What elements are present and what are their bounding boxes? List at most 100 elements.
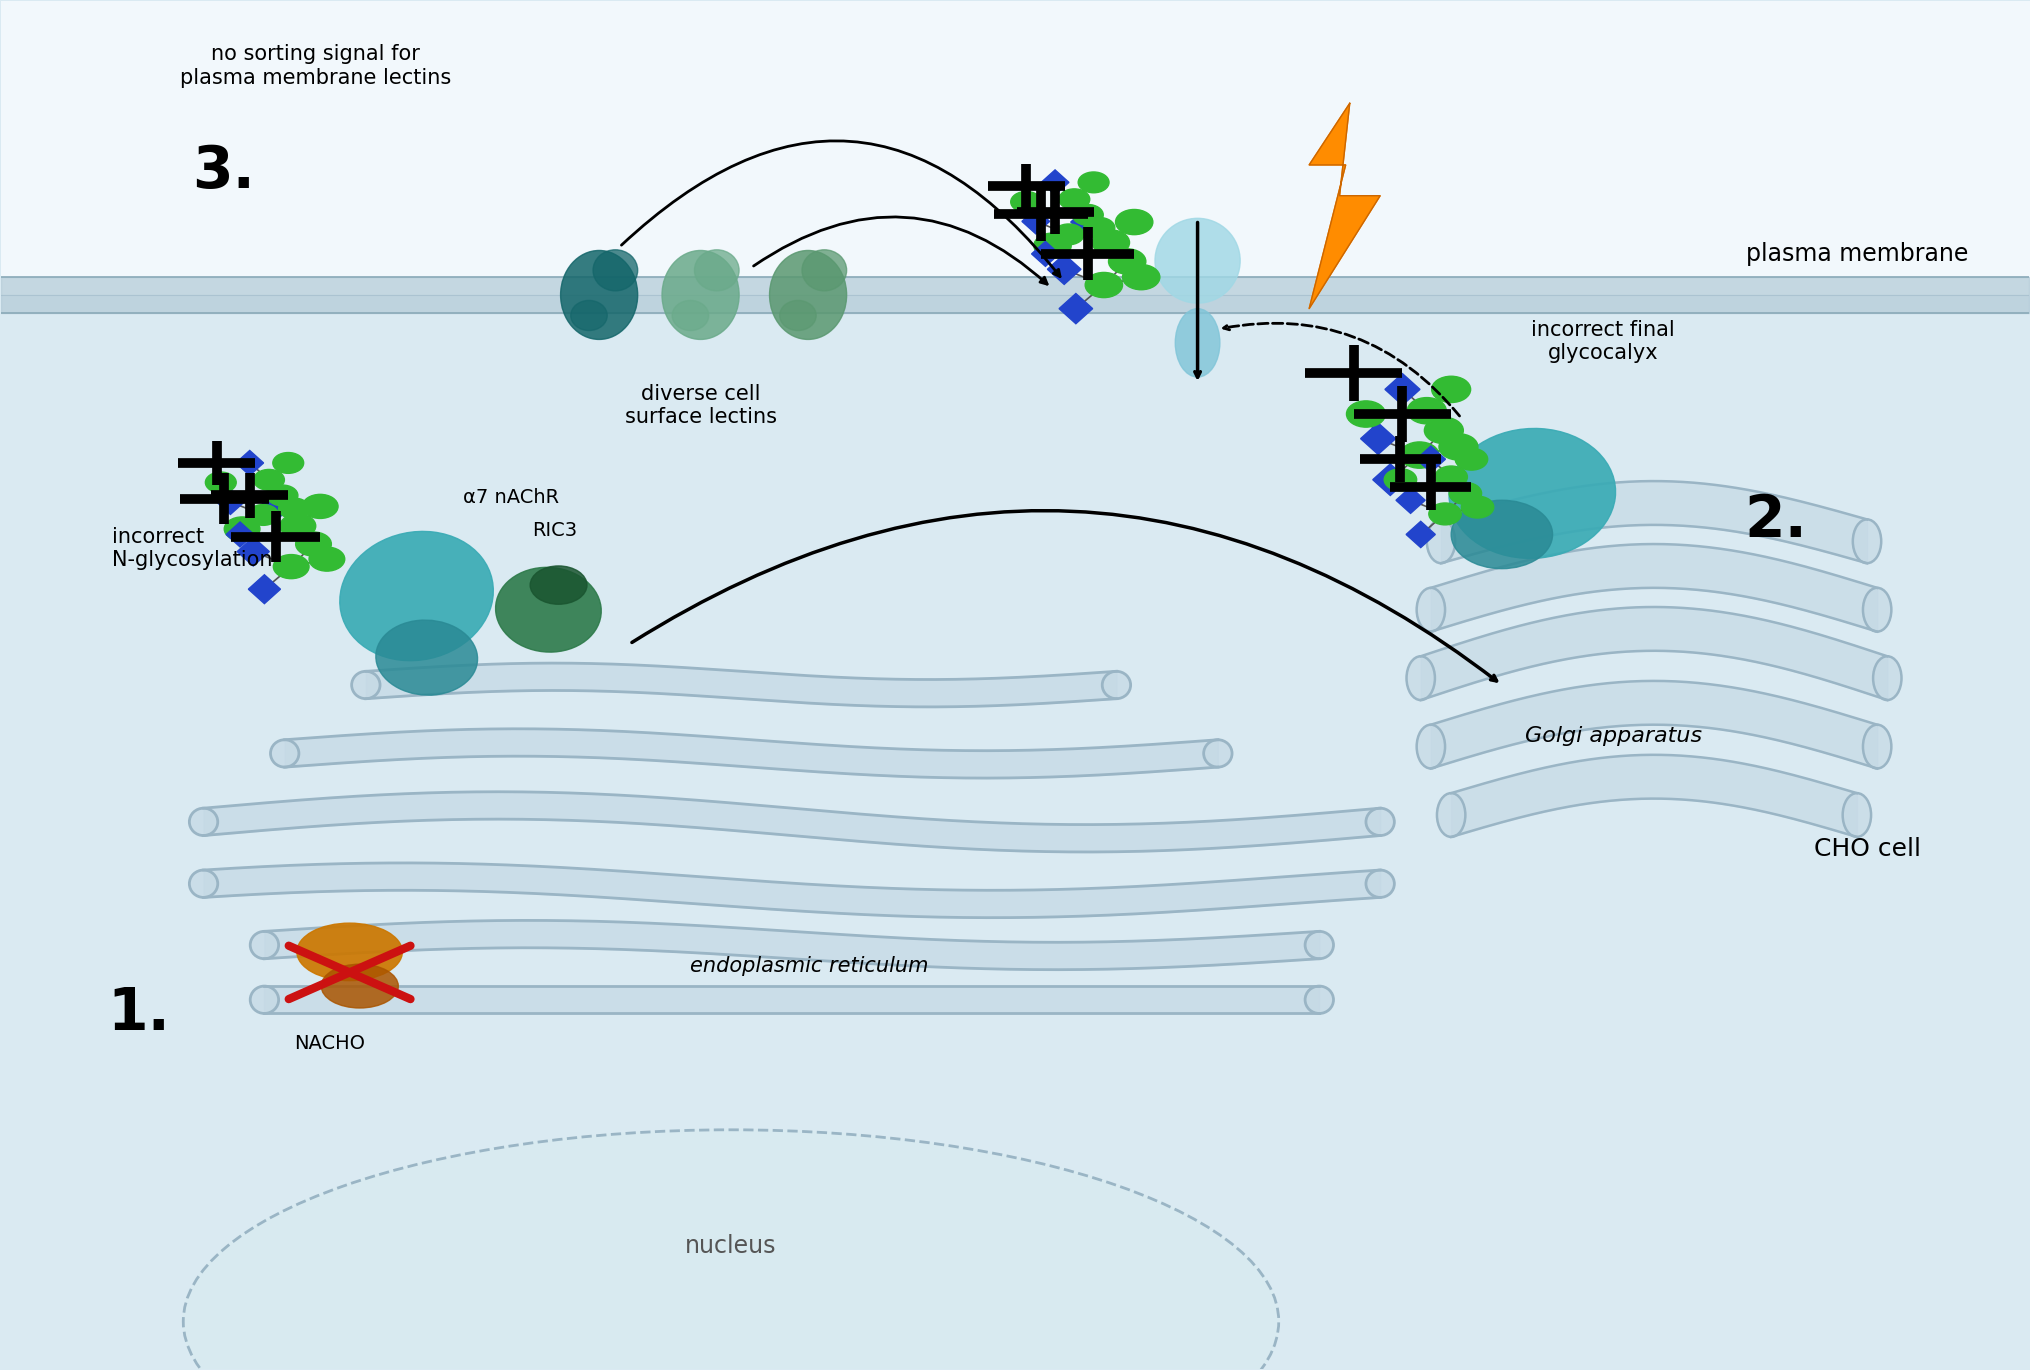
Polygon shape bbox=[1060, 293, 1092, 323]
Ellipse shape bbox=[672, 300, 708, 330]
Circle shape bbox=[1429, 503, 1462, 525]
Circle shape bbox=[268, 485, 298, 506]
Text: diverse cell
surface lectins: diverse cell surface lectins bbox=[625, 384, 777, 427]
Text: NACHO: NACHO bbox=[294, 1034, 365, 1054]
Ellipse shape bbox=[270, 740, 298, 767]
Circle shape bbox=[1092, 230, 1129, 255]
Polygon shape bbox=[1021, 208, 1050, 234]
Ellipse shape bbox=[296, 923, 402, 981]
Ellipse shape bbox=[560, 251, 637, 340]
Circle shape bbox=[1456, 448, 1488, 470]
Ellipse shape bbox=[1305, 932, 1334, 959]
Ellipse shape bbox=[189, 808, 217, 836]
Polygon shape bbox=[1070, 207, 1104, 237]
Circle shape bbox=[254, 470, 284, 490]
Ellipse shape bbox=[1853, 519, 1882, 563]
Circle shape bbox=[1054, 223, 1084, 245]
Circle shape bbox=[1401, 443, 1439, 469]
Ellipse shape bbox=[1864, 725, 1892, 769]
Circle shape bbox=[274, 555, 309, 578]
Text: RIC3: RIC3 bbox=[532, 521, 577, 540]
Circle shape bbox=[1346, 401, 1384, 427]
Polygon shape bbox=[1407, 522, 1435, 548]
Ellipse shape bbox=[250, 986, 278, 1014]
Circle shape bbox=[1407, 397, 1445, 423]
Text: 2.: 2. bbox=[1744, 492, 1807, 549]
Polygon shape bbox=[1384, 374, 1421, 406]
Text: Golgi apparatus: Golgi apparatus bbox=[1525, 726, 1701, 747]
Circle shape bbox=[1449, 482, 1482, 504]
Circle shape bbox=[1060, 189, 1090, 210]
Circle shape bbox=[223, 516, 260, 541]
Ellipse shape bbox=[1451, 500, 1553, 569]
Polygon shape bbox=[1417, 447, 1445, 473]
Ellipse shape bbox=[321, 964, 398, 1008]
Circle shape bbox=[1072, 204, 1102, 225]
Ellipse shape bbox=[694, 249, 739, 290]
Circle shape bbox=[1123, 264, 1159, 289]
Text: plasma membrane: plasma membrane bbox=[1746, 242, 1969, 266]
Polygon shape bbox=[1360, 423, 1397, 455]
Circle shape bbox=[278, 499, 309, 519]
Ellipse shape bbox=[1366, 870, 1395, 897]
Ellipse shape bbox=[769, 251, 847, 340]
Ellipse shape bbox=[1437, 793, 1466, 837]
Polygon shape bbox=[248, 575, 280, 604]
Ellipse shape bbox=[189, 870, 217, 897]
Ellipse shape bbox=[1449, 429, 1616, 559]
Circle shape bbox=[205, 473, 235, 493]
Ellipse shape bbox=[1366, 808, 1395, 836]
Text: no sorting signal for
plasma membrane lectins: no sorting signal for plasma membrane le… bbox=[179, 44, 451, 88]
Circle shape bbox=[272, 452, 304, 474]
Ellipse shape bbox=[339, 532, 493, 660]
Circle shape bbox=[1108, 249, 1145, 274]
Ellipse shape bbox=[1417, 588, 1445, 632]
Circle shape bbox=[296, 532, 331, 556]
Ellipse shape bbox=[1204, 740, 1232, 767]
Ellipse shape bbox=[1874, 656, 1902, 700]
Ellipse shape bbox=[1843, 793, 1872, 837]
Circle shape bbox=[1439, 434, 1478, 460]
Text: incorrect
N-glycosylation: incorrect N-glycosylation bbox=[112, 526, 272, 570]
Polygon shape bbox=[235, 451, 264, 475]
Ellipse shape bbox=[1305, 986, 1334, 1014]
Circle shape bbox=[1084, 218, 1114, 238]
Circle shape bbox=[1033, 233, 1072, 259]
Ellipse shape bbox=[1417, 725, 1445, 769]
Ellipse shape bbox=[376, 621, 477, 695]
Ellipse shape bbox=[1864, 588, 1892, 632]
Polygon shape bbox=[238, 537, 270, 566]
Circle shape bbox=[280, 514, 317, 538]
Ellipse shape bbox=[183, 1130, 1279, 1370]
Circle shape bbox=[302, 495, 339, 518]
Polygon shape bbox=[1041, 170, 1070, 195]
Ellipse shape bbox=[570, 300, 607, 330]
Ellipse shape bbox=[1102, 671, 1131, 699]
Circle shape bbox=[1435, 466, 1468, 488]
Circle shape bbox=[1384, 469, 1417, 490]
Ellipse shape bbox=[1175, 308, 1220, 377]
Ellipse shape bbox=[802, 249, 847, 290]
Circle shape bbox=[309, 547, 345, 571]
Text: 3.: 3. bbox=[193, 144, 256, 200]
Text: endoplasmic reticulum: endoplasmic reticulum bbox=[690, 955, 930, 975]
Polygon shape bbox=[1309, 103, 1380, 308]
Circle shape bbox=[1425, 418, 1464, 444]
Ellipse shape bbox=[1407, 656, 1435, 700]
Ellipse shape bbox=[530, 566, 587, 604]
Circle shape bbox=[1011, 192, 1041, 212]
Circle shape bbox=[248, 504, 278, 525]
Polygon shape bbox=[1031, 241, 1060, 266]
Circle shape bbox=[1086, 273, 1123, 297]
Ellipse shape bbox=[1427, 519, 1456, 563]
Ellipse shape bbox=[351, 671, 380, 699]
Text: 1.: 1. bbox=[108, 985, 171, 1043]
Circle shape bbox=[1116, 210, 1153, 234]
Ellipse shape bbox=[250, 932, 278, 959]
Polygon shape bbox=[260, 492, 292, 521]
Circle shape bbox=[1078, 173, 1108, 193]
Circle shape bbox=[1462, 496, 1494, 518]
Text: incorrect final
glycocalyx: incorrect final glycocalyx bbox=[1531, 321, 1675, 363]
Polygon shape bbox=[225, 522, 254, 547]
Text: α7 nAChR: α7 nAChR bbox=[463, 488, 560, 507]
